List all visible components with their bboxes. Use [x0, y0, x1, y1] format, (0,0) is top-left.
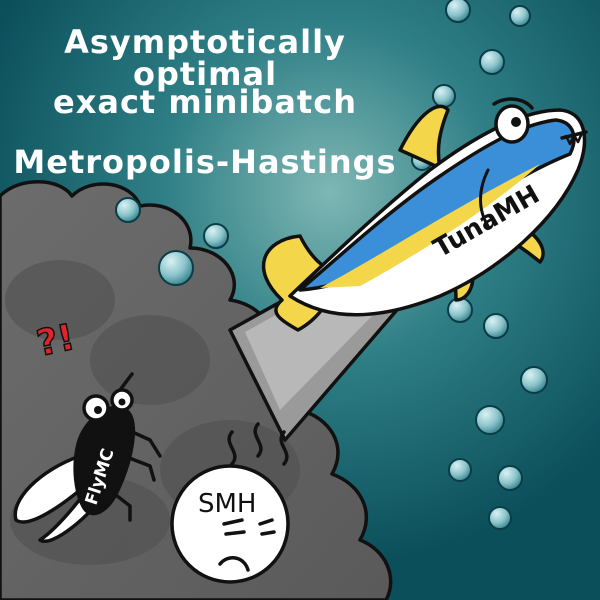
smh-character: [170, 422, 290, 584]
title-line-3: Metropolis-Hastings: [13, 143, 397, 181]
tuna-fish: [261, 97, 588, 332]
fly-character: [13, 372, 162, 543]
title-line-1: Asymptotically optimal: [64, 23, 346, 93]
title-line-2: exact minibatch: [53, 83, 357, 121]
bubbles: [115, 0, 548, 530]
